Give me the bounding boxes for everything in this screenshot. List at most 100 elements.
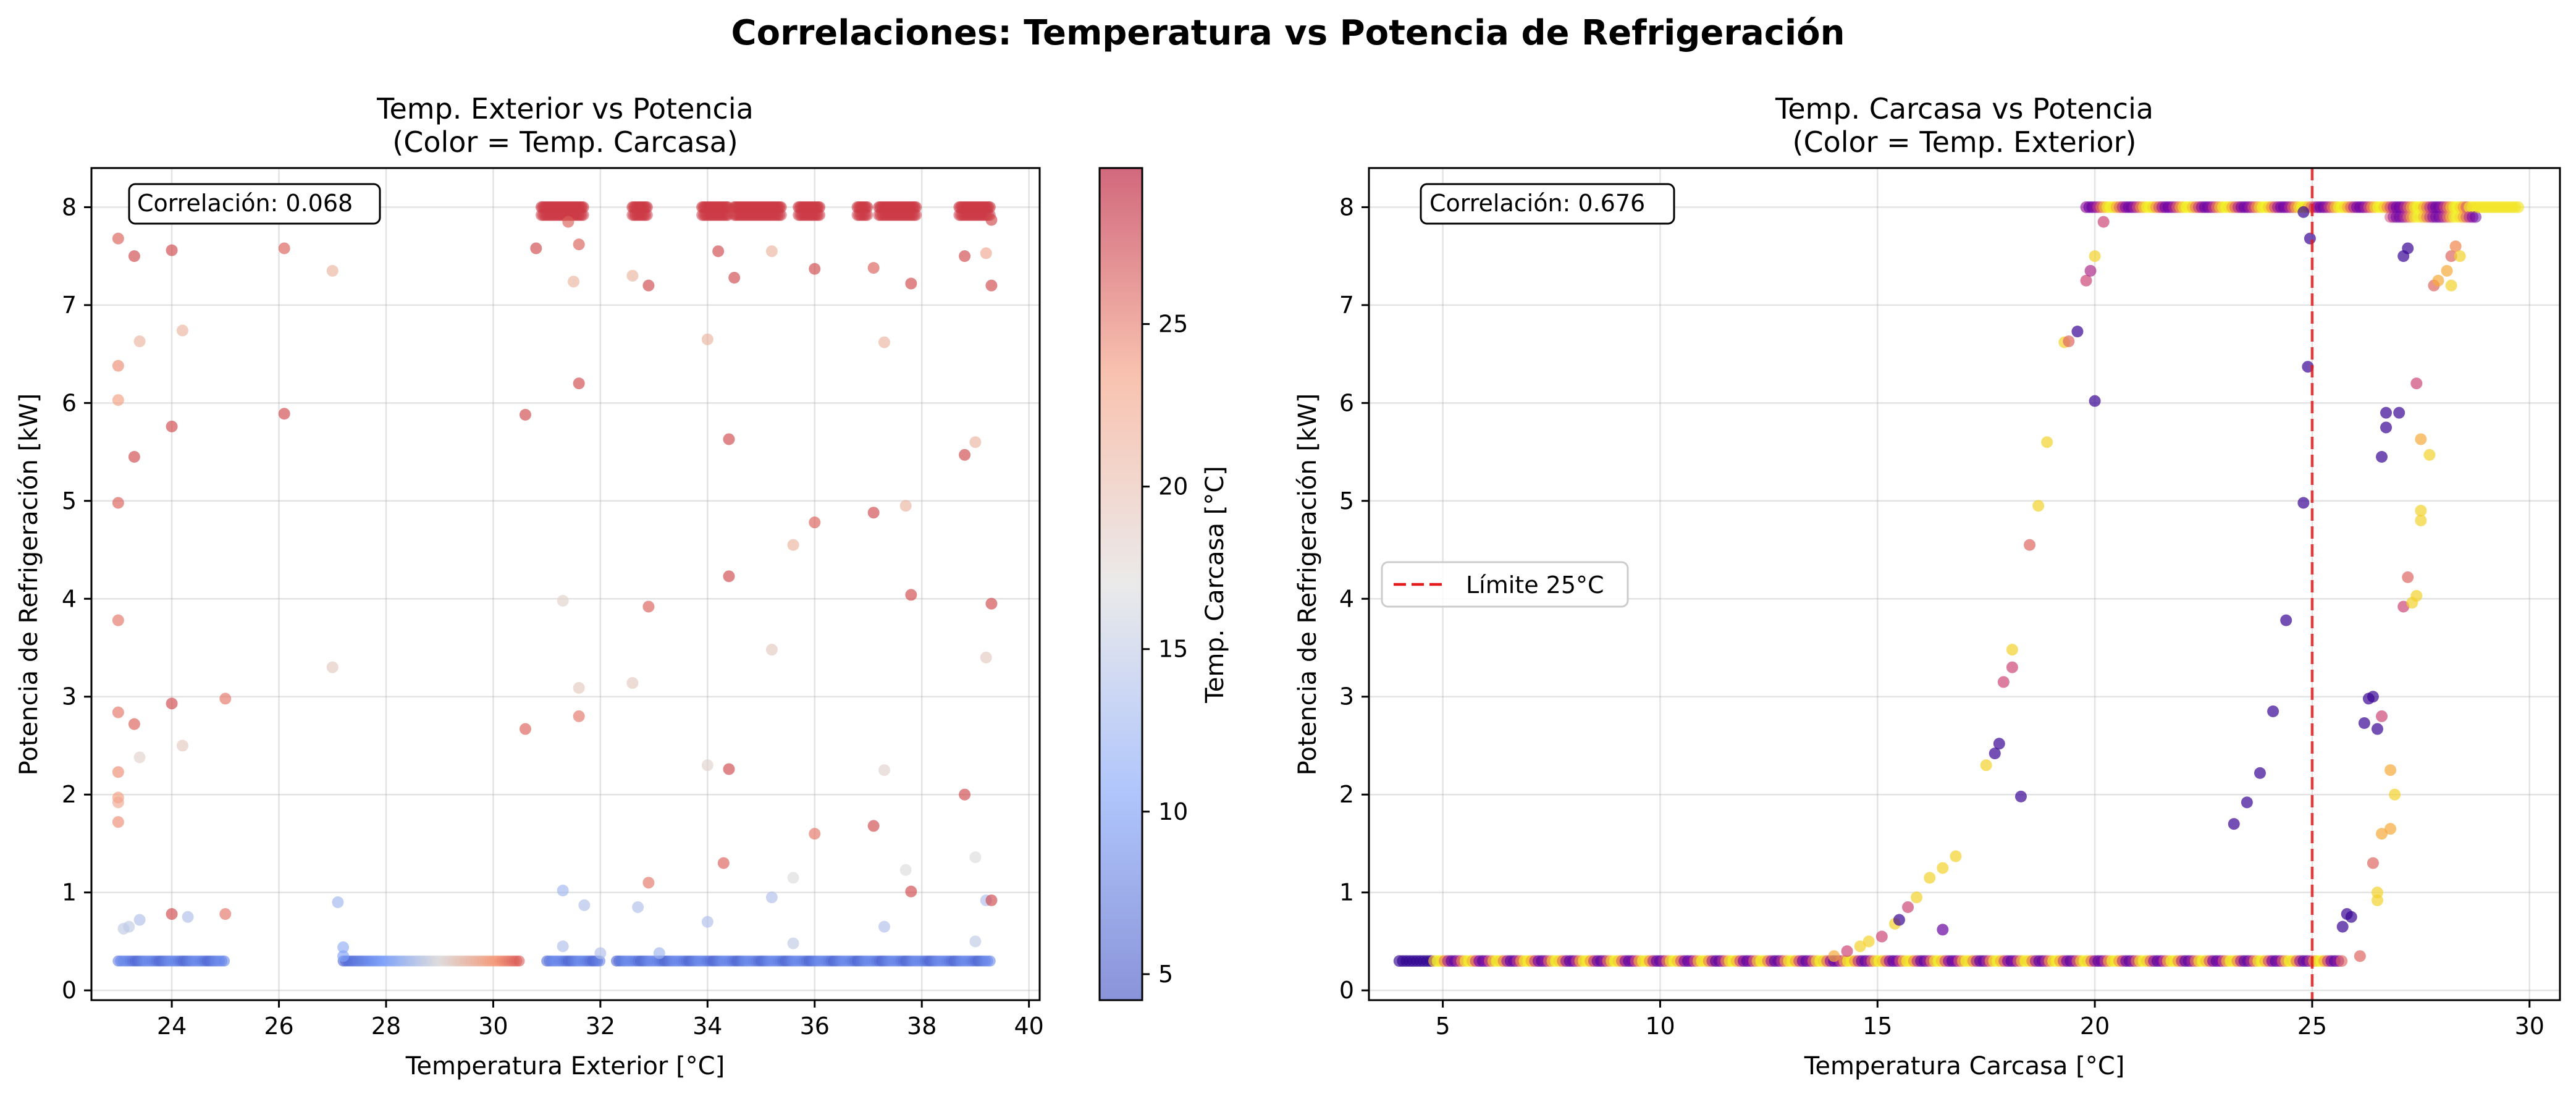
data-point	[626, 677, 639, 689]
data-point	[905, 885, 917, 898]
data-point	[2354, 950, 2366, 962]
data-point	[2402, 242, 2414, 255]
panel-left-ylabel: Potencia de Refrigeración [kW]	[15, 394, 43, 776]
panel-left-title-line1: Temp. Exterior vs Potencia	[376, 92, 754, 125]
right-ytick-label: 6	[1339, 389, 1354, 416]
data-point	[112, 360, 124, 372]
data-point	[117, 922, 130, 935]
data-point	[867, 820, 880, 832]
data-point	[1854, 940, 1866, 953]
data-point	[985, 894, 998, 906]
right-xtick-label: 5	[1436, 1013, 1450, 1040]
data-point	[1875, 930, 1888, 943]
panel-left-xlabel: Temperatura Exterior [°C]	[405, 1052, 725, 1080]
data-point	[573, 377, 585, 390]
data-point	[2071, 326, 2084, 338]
legend-label: Límite 25°C	[1466, 571, 1604, 599]
data-point	[723, 570, 735, 583]
colorbar-tick-label: 25	[1158, 311, 1188, 338]
data-point	[809, 828, 821, 840]
right-ytick-label: 8	[1339, 193, 1354, 221]
data-point	[969, 436, 982, 448]
data-point	[765, 644, 778, 656]
data-point	[2367, 691, 2379, 703]
data-point	[2384, 764, 2397, 777]
data-point	[626, 269, 639, 282]
data-point	[278, 242, 290, 255]
data-point	[765, 245, 778, 258]
left-xtick-label: 32	[586, 1013, 615, 1040]
data-point	[176, 739, 188, 752]
data-point	[2445, 250, 2457, 263]
data-point	[578, 899, 591, 911]
left-xtick-label: 38	[907, 1013, 937, 1040]
data-point	[969, 935, 982, 948]
panel-right-frame	[1368, 167, 2561, 1001]
data-point	[2041, 436, 2053, 448]
data-point	[2415, 433, 2427, 445]
left-xtick-label: 36	[800, 1013, 830, 1040]
right-xtick-label: 30	[2515, 1013, 2544, 1040]
colorbar-tick-label: 20	[1158, 473, 1188, 500]
saturation-point	[910, 209, 922, 221]
panel-right-grid	[1369, 168, 2560, 1000]
data-point	[112, 796, 124, 809]
data-point	[2032, 500, 2045, 512]
left-ytick-label: 0	[62, 977, 77, 1004]
data-point	[166, 908, 178, 920]
data-point	[959, 250, 971, 263]
data-point	[112, 497, 124, 509]
data-point	[557, 594, 569, 607]
data-point	[2376, 710, 2388, 722]
data-point	[112, 232, 124, 245]
data-point	[112, 816, 124, 828]
data-point	[573, 710, 585, 722]
data-point	[573, 681, 585, 694]
data-point	[2376, 828, 2388, 840]
saturation-point	[861, 209, 873, 221]
data-point	[723, 433, 735, 445]
right-xtick-label: 20	[2080, 1013, 2110, 1040]
left-ytick-label: 2	[62, 781, 77, 808]
data-point	[219, 908, 232, 920]
data-point	[899, 500, 912, 512]
data-point	[166, 697, 178, 710]
data-point	[278, 408, 290, 420]
data-point	[2336, 920, 2349, 933]
data-point	[2393, 406, 2406, 419]
panel-left-title-line2: (Color = Temp. Carcasa)	[392, 125, 738, 159]
data-point	[899, 864, 912, 876]
data-point	[112, 394, 124, 406]
data-point	[2080, 274, 2092, 287]
data-point	[701, 333, 713, 345]
panel-right-bands	[1393, 201, 2524, 967]
data-point	[809, 516, 821, 529]
data-point	[642, 279, 655, 292]
data-point	[1989, 747, 2001, 760]
panel-right-title-line2: (Color = Temp. Exterior)	[1793, 125, 2137, 159]
data-point	[2380, 421, 2393, 434]
data-point	[2241, 796, 2253, 809]
data-point	[1841, 945, 1853, 958]
left-xtick-label: 28	[371, 1013, 401, 1040]
data-point	[2089, 395, 2101, 407]
data-point	[985, 597, 998, 610]
left-ytick-label: 7	[62, 292, 77, 319]
data-point	[166, 244, 178, 256]
data-point	[519, 723, 531, 735]
data-point	[2449, 240, 2462, 253]
panel-right-xlabel: Temperatura Carcasa [°C]	[1804, 1052, 2125, 1080]
data-point	[632, 901, 644, 913]
panel-left-frame	[90, 167, 1041, 1001]
data-point	[985, 214, 998, 226]
data-point	[2089, 250, 2101, 263]
data-point	[905, 277, 917, 290]
left-ytick-label: 1	[62, 879, 77, 906]
data-point	[2267, 705, 2279, 718]
left-ytick-label: 5	[62, 487, 77, 515]
colorbar-gradient	[1098, 167, 1143, 1001]
data-point	[557, 885, 569, 897]
baseline-point	[984, 955, 996, 967]
colorbar: 5 10 15 20 25 Temp. Carcasa [°C]	[1098, 167, 1229, 1001]
